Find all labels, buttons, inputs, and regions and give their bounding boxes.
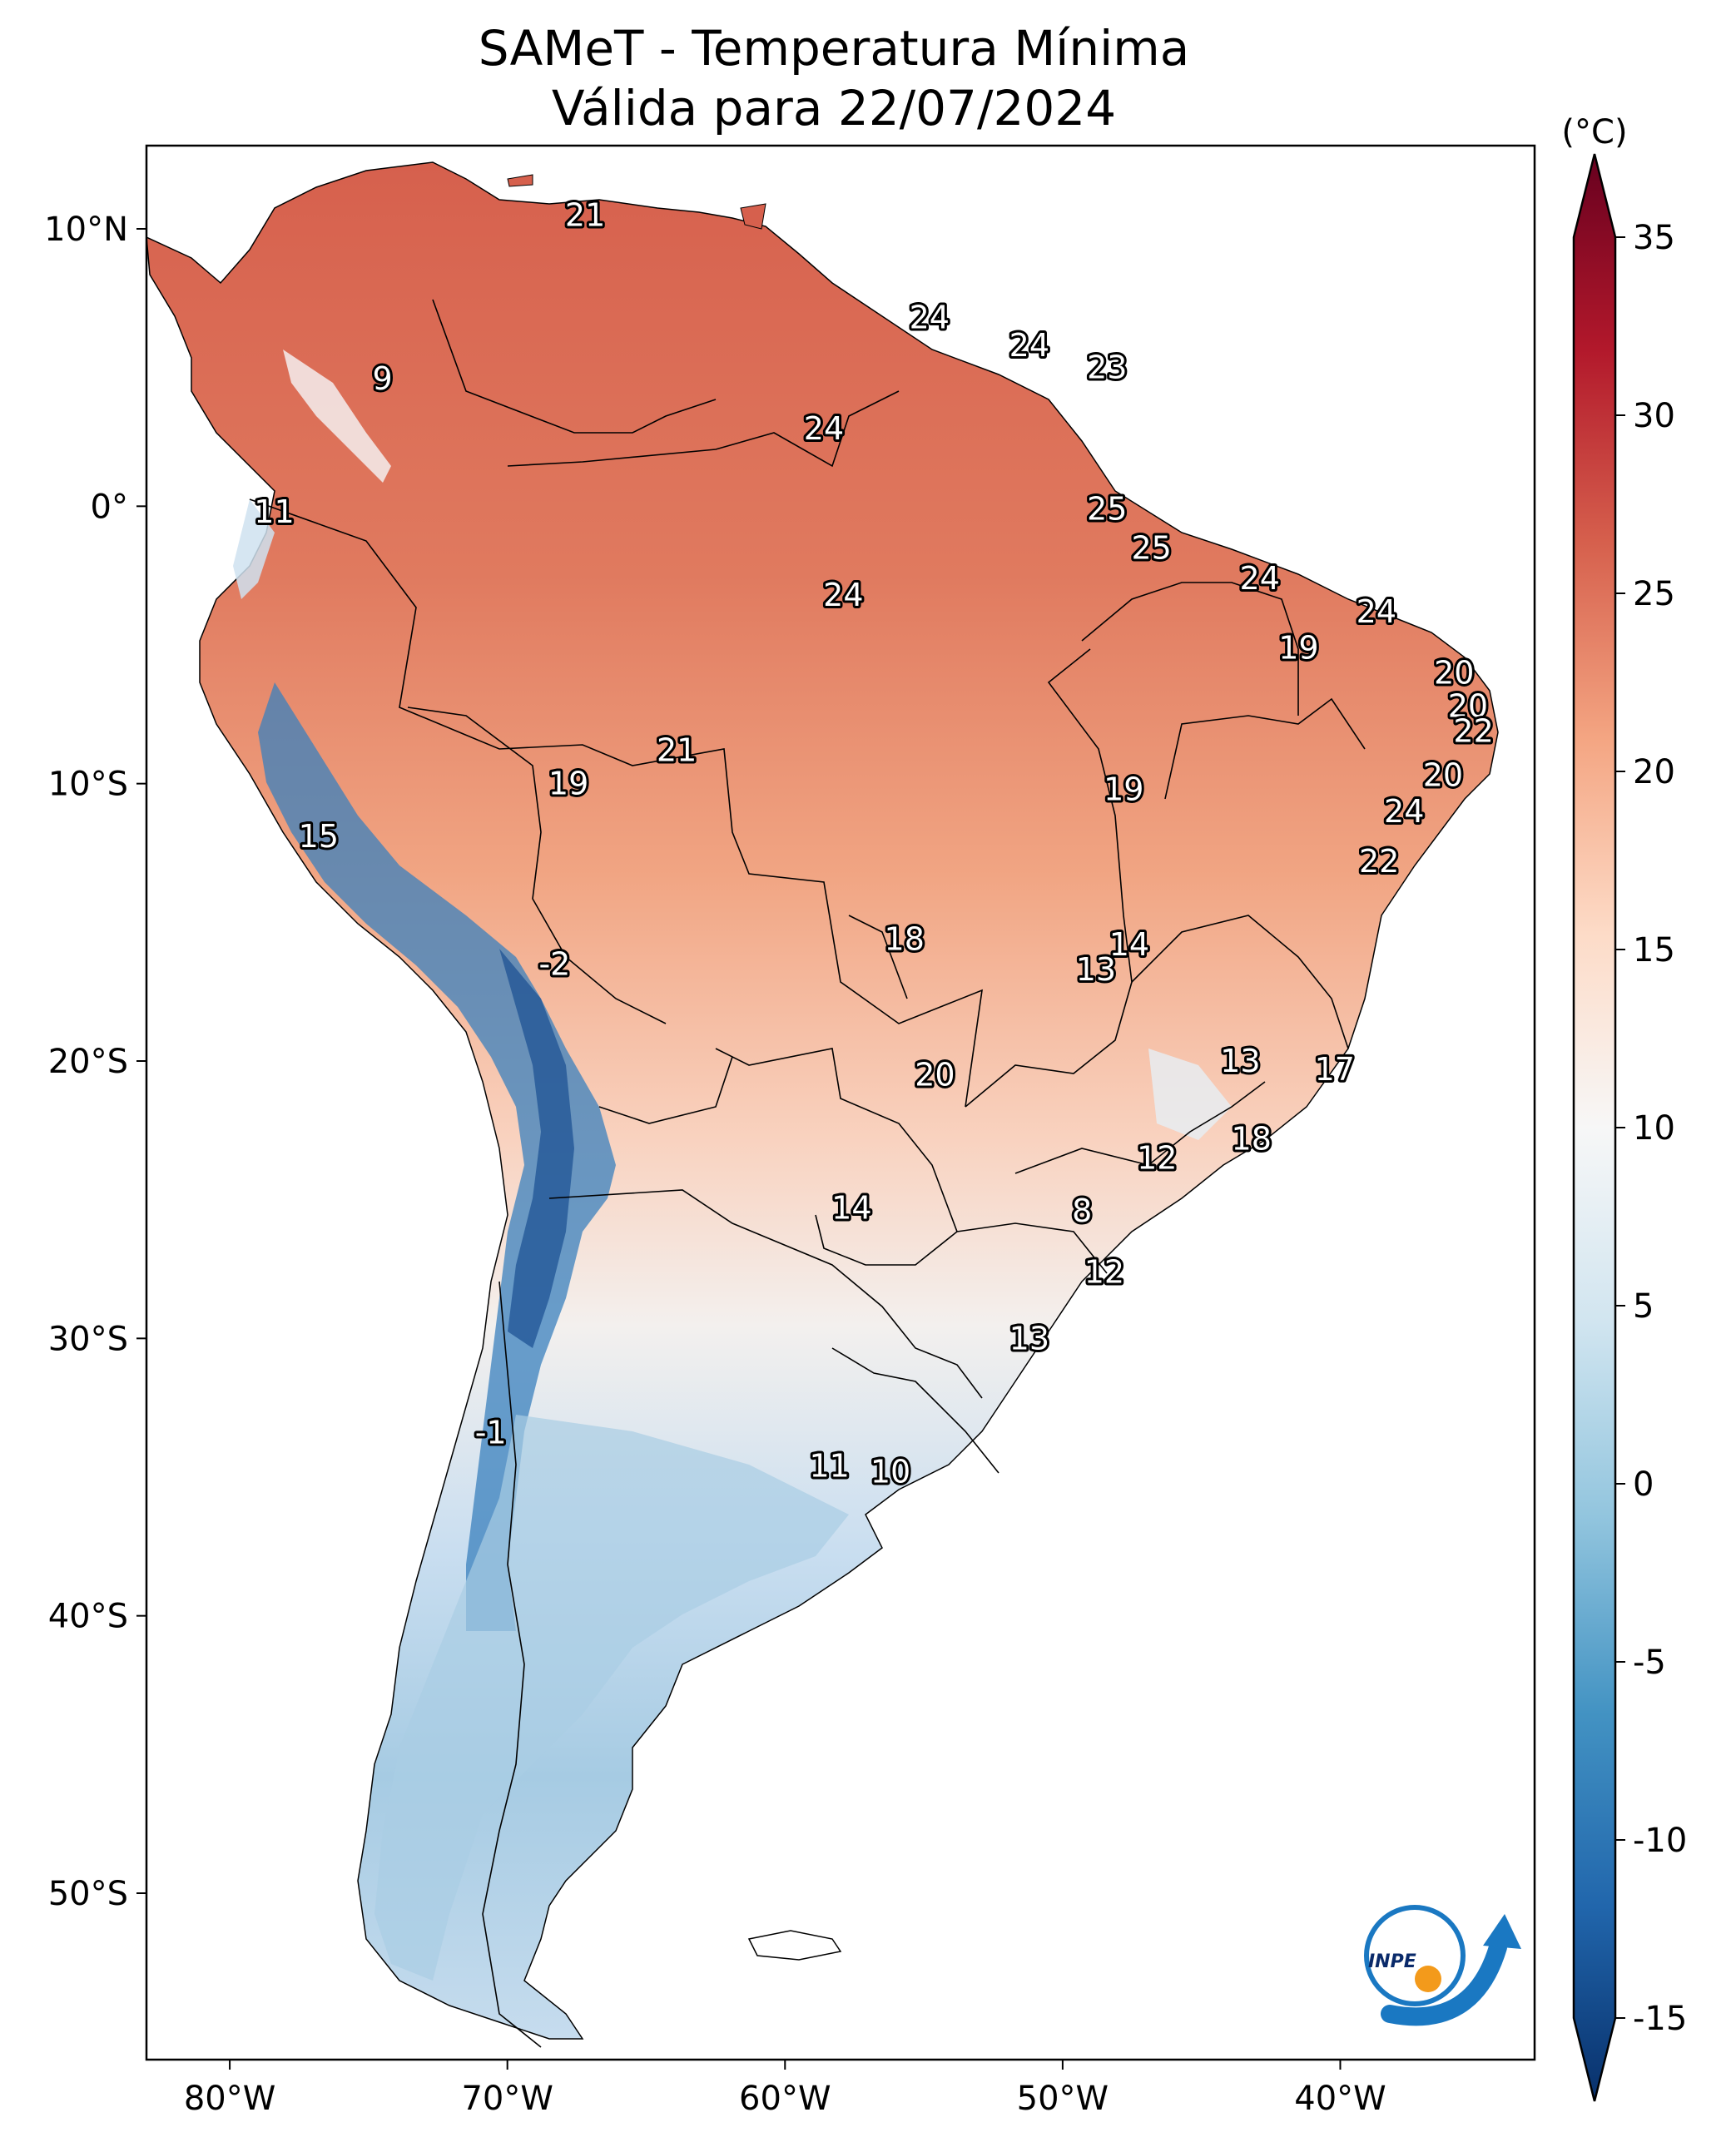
station-value-label: 25: [1087, 491, 1127, 528]
lat-tick-label: 50°S: [48, 1875, 128, 1913]
station-value-label: 22: [1453, 712, 1493, 749]
station-value-label: -1: [475, 1415, 507, 1451]
lat-tick-label: 30°S: [48, 1320, 128, 1358]
colorbar-tick-label: 25: [1633, 575, 1675, 613]
station-value-label: 17: [1315, 1051, 1355, 1088]
station-value-label: 12: [1084, 1253, 1124, 1290]
lat-tick-label: 20°S: [48, 1043, 128, 1081]
lon-tick-label: 60°W: [739, 2080, 831, 2118]
colorbar-tick-label: 35: [1633, 219, 1675, 257]
station-value-label: 19: [548, 766, 588, 802]
colorbar-tick-label: 30: [1633, 397, 1675, 435]
southeast-brazil-cool: [1148, 1049, 1232, 1140]
station-value-label: 20: [1423, 757, 1463, 794]
colorbar-tick-label: 20: [1633, 753, 1675, 791]
lon-tick-label: 80°W: [184, 2080, 275, 2118]
station-value-label: 12: [1137, 1140, 1177, 1177]
station-value-label: 24: [823, 577, 863, 613]
lon-tick-label: 70°W: [461, 2080, 553, 2118]
station-value-label: 20: [915, 1057, 955, 1093]
lon-tick-label: 50°W: [1017, 2080, 1109, 2118]
colorbar-ticks: 35 30 25 20 15 10 5 0 -5 -10 -15: [1615, 219, 1687, 2038]
colorbar: (°C) 35 30 25 20 15 10 5 0 -5 -10 -15: [1561, 113, 1687, 2102]
station-value-label: 13: [1076, 951, 1116, 988]
station-value-label: 23: [1087, 350, 1127, 386]
lat-tick-label: 40°S: [48, 1598, 128, 1636]
lat-tick-label: 10°N: [44, 211, 128, 249]
map-title-line1: SAMeT - Temperatura Mínima: [479, 20, 1190, 77]
station-value-label: 9: [372, 360, 392, 397]
caribbean-islands: [507, 174, 766, 230]
colorbar-tick-label: 15: [1633, 931, 1675, 969]
colorbar-unit: (°C): [1561, 113, 1627, 151]
station-value-label: 22: [1359, 843, 1399, 880]
station-value-label: -2: [538, 945, 570, 982]
station-value-label: 24: [804, 410, 844, 447]
lon-tick-label: 40°W: [1294, 2080, 1386, 2118]
station-value-label: 15: [299, 818, 339, 855]
station-value-label: 18: [1232, 1120, 1272, 1157]
colorbar-tick-label: -15: [1633, 2000, 1687, 2038]
station-value-label: 24: [1240, 560, 1280, 597]
lat-tick-label: 10°S: [48, 766, 128, 804]
latitude-axis: 10°N 0° 10°S 20°S 30°S 40°S 50°S: [44, 211, 146, 1913]
colorbar-body: [1572, 153, 1617, 2102]
station-value-label: 20: [1434, 654, 1474, 691]
colombia-andes-cool: [283, 350, 391, 483]
station-value-label: 21: [565, 196, 605, 233]
falkland-islands: [747, 1930, 842, 1961]
colorbar-tick-label: 10: [1633, 1109, 1675, 1148]
logo-text: INPE: [1368, 1951, 1416, 1972]
lat-tick-label: 0°: [91, 488, 128, 526]
station-value-label: 21: [657, 732, 697, 769]
colorbar-tick-label: -10: [1633, 1822, 1687, 1860]
station-value-label: 14: [831, 1190, 871, 1227]
station-value-label: 10: [870, 1453, 910, 1490]
station-value-label: 24: [1357, 593, 1396, 630]
station-value-label: 8: [1072, 1193, 1092, 1229]
colorbar-tick-label: 5: [1633, 1287, 1654, 1326]
patagonia-cool: [374, 1415, 849, 1981]
station-value-label: 19: [1278, 629, 1318, 666]
station-value-label: 18: [885, 920, 925, 957]
station-value-label: 20: [1448, 687, 1488, 724]
map-frame: [145, 144, 1536, 2061]
country-borders: [249, 299, 1366, 2048]
station-value-label: 14: [1109, 926, 1149, 963]
station-value-label: 11: [254, 493, 294, 530]
colorbar-tick-label: 0: [1633, 1465, 1654, 1504]
station-value-label: 24: [1384, 793, 1424, 830]
station-value-label: 13: [1220, 1043, 1260, 1079]
map-title-line2: Válida para 22/07/2024: [552, 80, 1116, 136]
longitude-axis: 80°W 70°W 60°W 50°W 40°W: [184, 2060, 1386, 2118]
ecuador-andes-cool: [233, 499, 275, 599]
station-value-label: 13: [1009, 1320, 1049, 1356]
station-value-label: 24: [1009, 327, 1049, 364]
andes-cold-band: [258, 682, 616, 1631]
station-value-label: 25: [1131, 529, 1171, 566]
colorbar-tick-label: -5: [1633, 1644, 1666, 1682]
andes-core-cold: [499, 949, 574, 1348]
station-value-label: 24: [910, 300, 950, 336]
station-value-label: 11: [809, 1448, 849, 1485]
station-value-label: 19: [1104, 771, 1143, 807]
map-area: [146, 146, 1535, 2060]
inpe-logo: INPE: [1364, 1905, 1521, 2026]
